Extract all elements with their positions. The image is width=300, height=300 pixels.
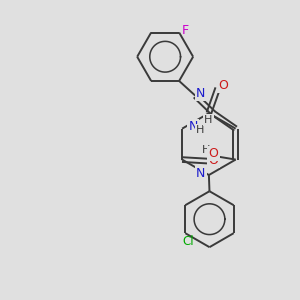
Text: H: H bbox=[204, 115, 212, 125]
Text: F: F bbox=[182, 24, 189, 37]
Text: H: H bbox=[201, 145, 210, 155]
Text: Cl: Cl bbox=[182, 235, 194, 248]
Text: O: O bbox=[209, 154, 219, 167]
Text: N: N bbox=[196, 167, 205, 180]
Text: O: O bbox=[208, 147, 218, 160]
Text: H: H bbox=[196, 125, 205, 135]
Text: O: O bbox=[218, 79, 228, 92]
Text: N: N bbox=[196, 87, 205, 100]
Text: N: N bbox=[189, 120, 198, 133]
